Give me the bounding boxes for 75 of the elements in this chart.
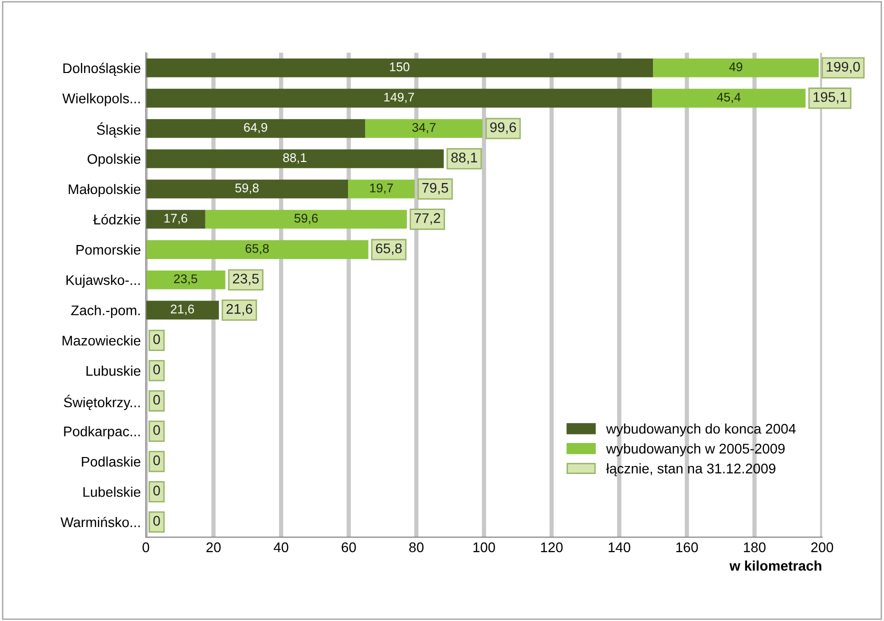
total-label: 65,8 [376, 243, 402, 255]
data-label: 23,5 [174, 274, 198, 285]
y-tick-label: Podlaskie [82, 456, 140, 467]
x-tick-label: 60 [342, 542, 356, 552]
x-tick-label: 0 [142, 542, 150, 552]
y-tick-label: Śląskie [96, 122, 140, 138]
bar [365, 119, 483, 138]
y-tick-label: Pomorskie [76, 244, 140, 255]
data-label: 65,8 [246, 244, 269, 254]
y-tick-label: Kujawsko-... [66, 274, 140, 288]
y-tick-label: Świętokrzy... [64, 394, 140, 410]
x-tick-label: 20 [206, 542, 221, 552]
y-tick-label: Lubelskie [83, 486, 140, 497]
x-tick-label: 180 [744, 542, 766, 552]
bar [348, 180, 415, 198]
data-label: 19,7 [370, 184, 393, 194]
bar [146, 149, 444, 168]
x-tick-label: 80 [409, 542, 424, 552]
y-tick-label: Opolskie [88, 154, 140, 167]
y-tick-label: Małopolskie [68, 184, 140, 197]
text: 0 [153, 425, 160, 435]
data-label: 45,4 [716, 92, 741, 104]
y-tick-label: Łódzkie [93, 214, 140, 224]
legend-label: wybudowanych do konca 2004 [606, 423, 796, 436]
data-label: 49 [729, 62, 742, 72]
text: 0 [153, 364, 160, 374]
total-label: 23,5 [232, 274, 259, 286]
legend-label: łącznie, stan na 31.12.2009 [606, 463, 776, 476]
bar [146, 119, 366, 138]
data-label: 59,6 [294, 214, 318, 224]
data-label: 88,1 [283, 153, 306, 164]
bar [146, 88, 652, 108]
bar [205, 210, 407, 229]
total-label: 99,6 [490, 122, 516, 134]
total-label: 199,0 [826, 62, 860, 74]
data-label: 34,7 [412, 122, 436, 134]
legend-label: wybudowanych w 2005-2009 [606, 443, 785, 456]
bar [146, 240, 368, 259]
x-tick-label: 100 [473, 542, 496, 552]
data-label: 59,8 [235, 184, 259, 194]
x-tick-label: 160 [676, 542, 698, 552]
text: 0 [153, 486, 160, 496]
data-label: 64,9 [244, 122, 268, 134]
y-tick-label: Mazowieckie [62, 335, 140, 346]
x-axis-title: w kilometrach [729, 560, 822, 571]
y-tick-label: Warmińsko... [60, 516, 140, 528]
text: 0 [153, 394, 160, 405]
x-tick-label: 120 [541, 542, 563, 552]
y-tick-label: Dolnośląskie [63, 62, 140, 76]
bar [146, 210, 206, 229]
data-label: 21,6 [170, 304, 194, 315]
x-tick-label: 200 [811, 542, 834, 552]
y-tick-label: Wielkopols... [62, 93, 140, 106]
total-label: 79,5 [422, 182, 448, 194]
text: 0 [153, 334, 160, 344]
data-label: 150 [390, 62, 410, 72]
bar [653, 58, 819, 78]
bar [146, 270, 226, 290]
bar [146, 180, 348, 198]
data-label: 149,7 [384, 92, 414, 104]
y-tick-label: Lubuskie [86, 366, 140, 376]
total-label: 21,6 [226, 304, 252, 316]
y-tick-label: Zach.-pom. [71, 305, 140, 318]
y-tick-label: Podkarpac... [64, 426, 140, 440]
text: 0 [153, 516, 160, 526]
x-tick-label: 40 [274, 542, 288, 552]
x-tick-label: 140 [608, 542, 630, 552]
total-label: 195,1 [814, 92, 847, 104]
data-label: 17,6 [164, 214, 188, 224]
bar [652, 88, 806, 108]
bar [146, 300, 219, 320]
total-label: 77,2 [414, 213, 440, 225]
total-label: 88,1 [451, 152, 478, 164]
bar [146, 58, 654, 78]
text: 0 [153, 455, 160, 466]
